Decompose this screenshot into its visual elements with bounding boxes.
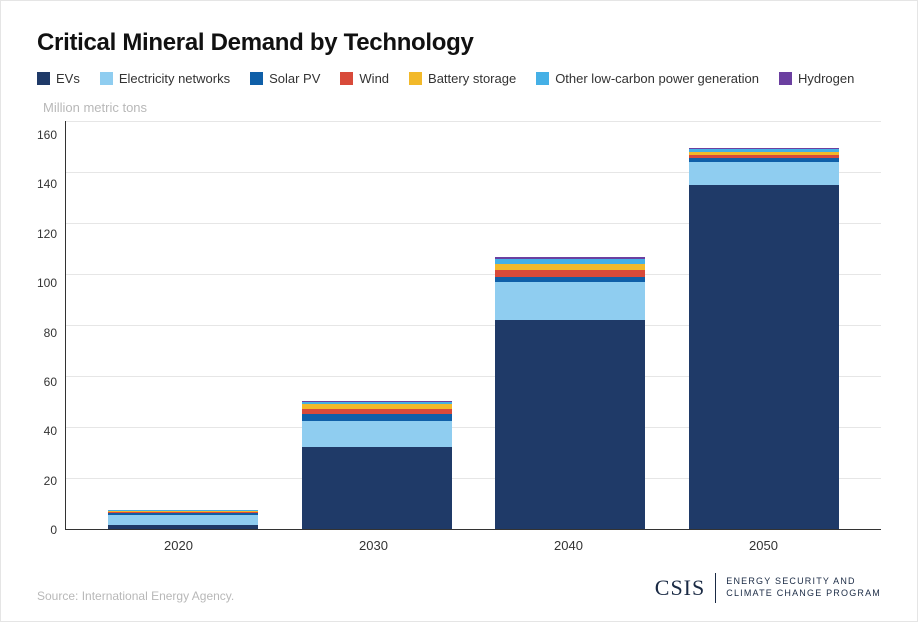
brand-subtitle: Energy Security and Climate Change Progr… bbox=[726, 576, 881, 599]
x-axis: 2020 2030 2040 2050 bbox=[37, 530, 881, 553]
y-tick: 140 bbox=[37, 177, 57, 191]
legend-swatch bbox=[409, 72, 422, 85]
y-tick: 120 bbox=[37, 227, 57, 241]
legend-label: Other low-carbon power generation bbox=[555, 71, 759, 86]
bar-segment bbox=[689, 162, 839, 185]
plot bbox=[65, 121, 881, 530]
y-tick: 160 bbox=[37, 128, 57, 142]
brand-divider bbox=[715, 573, 716, 603]
y-tick: 0 bbox=[50, 523, 57, 537]
legend-item: Wind bbox=[340, 71, 389, 86]
x-tick: 2030 bbox=[299, 538, 449, 553]
bar bbox=[689, 148, 839, 529]
y-tick: 60 bbox=[44, 375, 57, 389]
y-tick: 100 bbox=[37, 276, 57, 290]
legend-item: EVs bbox=[37, 71, 80, 86]
y-tick: 40 bbox=[44, 424, 57, 438]
brand-block: CSIS Energy Security and Climate Change … bbox=[655, 573, 881, 603]
y-tick: 80 bbox=[44, 326, 57, 340]
legend-item: Solar PV bbox=[250, 71, 320, 86]
legend-label: Wind bbox=[359, 71, 389, 86]
legend-swatch bbox=[37, 72, 50, 85]
brand-sub-line2: Climate Change Program bbox=[726, 588, 881, 598]
legend-label: Battery storage bbox=[428, 71, 516, 86]
footer: Source: International Energy Agency. CSI… bbox=[37, 573, 881, 603]
legend-item: Hydrogen bbox=[779, 71, 854, 86]
bars bbox=[66, 121, 881, 529]
source-text: Source: International Energy Agency. bbox=[37, 589, 234, 603]
legend-swatch bbox=[100, 72, 113, 85]
chart-title: Critical Mineral Demand by Technology bbox=[37, 29, 881, 57]
legend-swatch bbox=[340, 72, 353, 85]
y-tick: 20 bbox=[44, 474, 57, 488]
legend-label: EVs bbox=[56, 71, 80, 86]
chart-card: Critical Mineral Demand by Technology EV… bbox=[0, 0, 918, 622]
y-axis-label: Million metric tons bbox=[43, 100, 881, 115]
x-tick: 2040 bbox=[494, 538, 644, 553]
bar-segment bbox=[302, 421, 452, 448]
legend-swatch bbox=[536, 72, 549, 85]
x-tick: 2050 bbox=[689, 538, 839, 553]
bar-segment bbox=[108, 515, 258, 525]
x-tick: 2020 bbox=[104, 538, 254, 553]
bar-segment bbox=[495, 282, 645, 320]
legend-label: Solar PV bbox=[269, 71, 320, 86]
bar bbox=[108, 510, 258, 529]
bar bbox=[495, 257, 645, 529]
legend: EVs Electricity networks Solar PV Wind Batte… bbox=[37, 71, 881, 86]
bar-segment bbox=[689, 185, 839, 529]
legend-swatch bbox=[779, 72, 792, 85]
bar-segment bbox=[108, 525, 258, 529]
y-axis: 160140120100806040200 bbox=[37, 121, 65, 530]
legend-label: Electricity networks bbox=[119, 71, 230, 86]
bar bbox=[302, 401, 452, 529]
legend-label: Hydrogen bbox=[798, 71, 854, 86]
legend-item: Other low-carbon power generation bbox=[536, 71, 759, 86]
legend-swatch bbox=[250, 72, 263, 85]
plot-area: 160140120100806040200 bbox=[37, 121, 881, 530]
brand-name: CSIS bbox=[655, 575, 705, 601]
brand-sub-line1: Energy Security and bbox=[726, 576, 856, 586]
legend-item: Electricity networks bbox=[100, 71, 230, 86]
bar-segment bbox=[302, 447, 452, 529]
legend-item: Battery storage bbox=[409, 71, 516, 86]
bar-segment bbox=[495, 320, 645, 529]
